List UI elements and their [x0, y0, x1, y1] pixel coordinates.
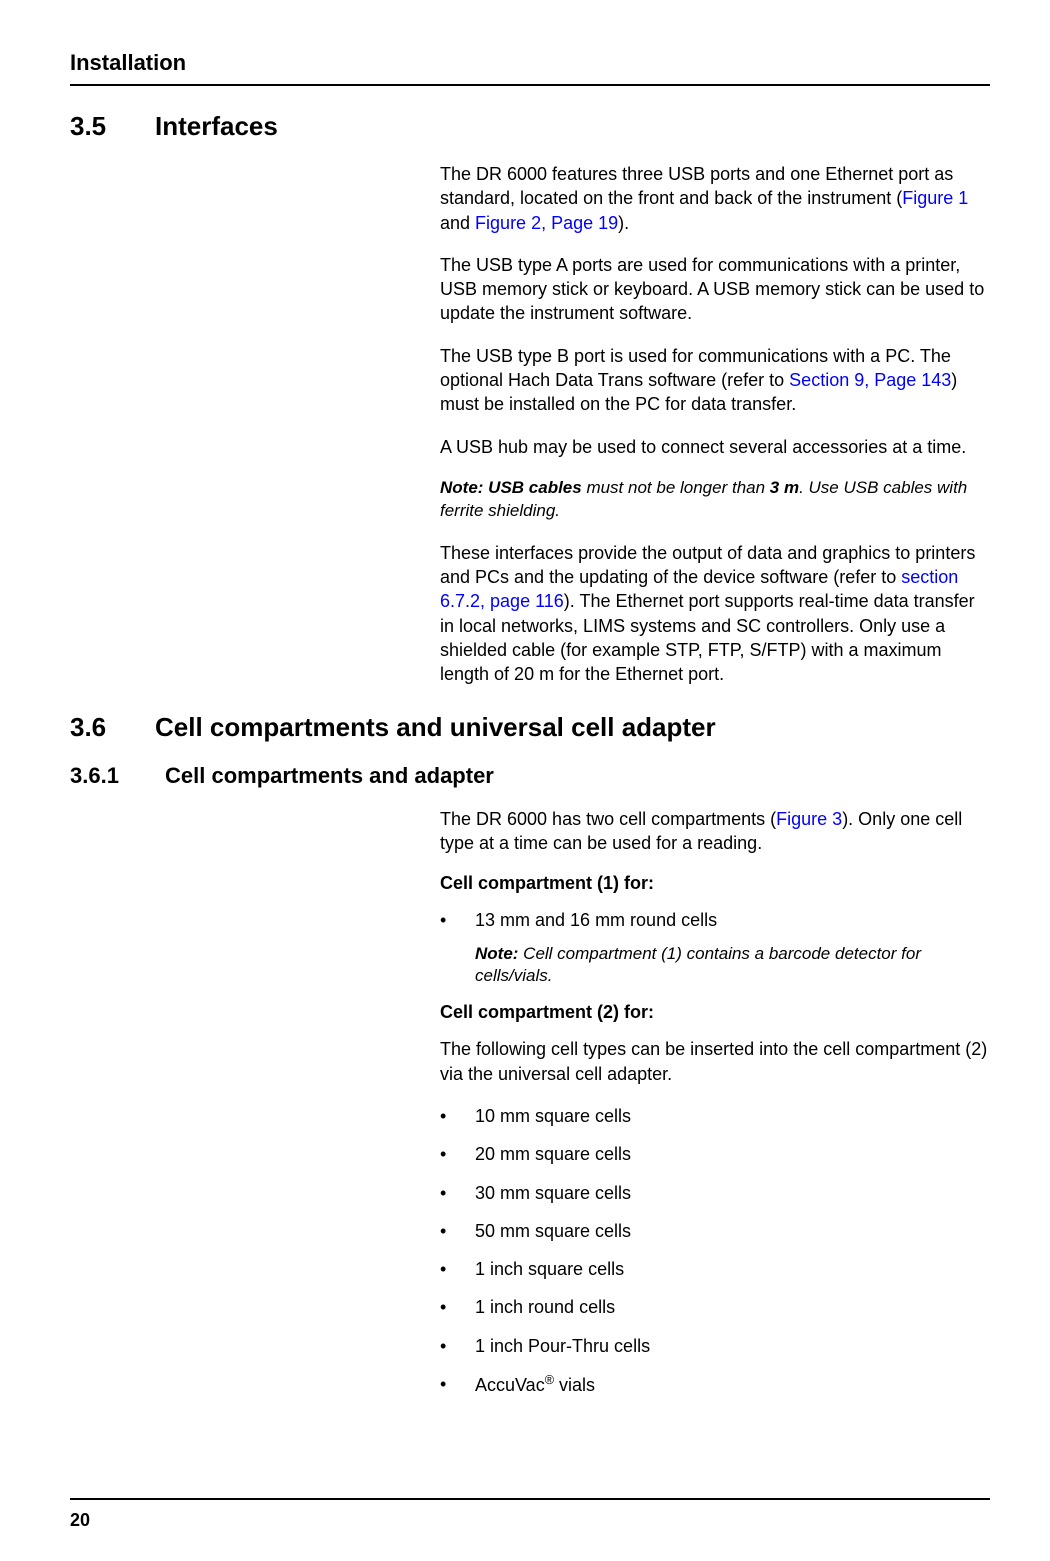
section-number: 3.5 [70, 111, 125, 142]
list-item: 50 mm square cells [440, 1219, 990, 1243]
list-item: 10 mm square cells [440, 1104, 990, 1128]
text: AccuVac [475, 1375, 545, 1395]
list-item: 30 mm square cells [440, 1181, 990, 1205]
page-footer: 20 [70, 1498, 990, 1531]
section-title: Interfaces [155, 111, 278, 142]
list-heading: Cell compartment (2) for: [440, 1002, 990, 1023]
bold-text: USB cables [488, 478, 582, 497]
paragraph: These interfaces provide the output of d… [440, 541, 990, 687]
paragraph: A USB hub may be used to connect several… [440, 435, 990, 459]
list-item: 1 inch round cells [440, 1295, 990, 1319]
text: These interfaces provide the output of d… [440, 543, 975, 587]
section-3-6-heading: 3.6 Cell compartments and universal cell… [70, 712, 990, 743]
text: vials [554, 1375, 595, 1395]
header-rule [70, 84, 990, 86]
text: 13 mm and 16 mm round cells [475, 910, 717, 930]
text: ). [618, 213, 629, 233]
list-item: 1 inch Pour-Thru cells [440, 1334, 990, 1358]
paragraph: The USB type B port is used for communic… [440, 344, 990, 417]
note-label: Note: [440, 478, 488, 497]
text: The DR 6000 has two cell compartments ( [440, 809, 776, 829]
paragraph: The following cell types can be inserted… [440, 1037, 990, 1086]
paragraph: The USB type A ports are used for commun… [440, 253, 990, 326]
bullet-list-2: 10 mm square cells 20 mm square cells 30… [440, 1104, 990, 1397]
section-3-5-heading: 3.5 Interfaces [70, 111, 990, 142]
figure-link[interactable]: Figure 1 [902, 188, 968, 208]
footer-rule [70, 1498, 990, 1500]
page-header: Installation [70, 50, 990, 86]
bullet-list-1: 13 mm and 16 mm round cells Note: Cell c… [440, 908, 990, 988]
list-heading: Cell compartment (1) for: [440, 873, 990, 894]
figure-link[interactable]: Figure 3 [776, 809, 842, 829]
list-item: 20 mm square cells [440, 1142, 990, 1166]
section-3-6-1-heading: 3.6.1 Cell compartments and adapter [70, 763, 990, 789]
list-item: 13 mm and 16 mm round cells Note: Cell c… [440, 908, 990, 988]
note: Note: USB cables must not be longer than… [440, 477, 990, 523]
text: must not be longer than [582, 478, 770, 497]
figure-link[interactable]: Figure 2, Page 19 [475, 213, 618, 233]
section-3-5-content: The DR 6000 features three USB ports and… [440, 162, 990, 687]
list-item: AccuVac® vials [440, 1372, 990, 1397]
subsection-title: Cell compartments and adapter [165, 763, 494, 789]
list-item: 1 inch square cells [440, 1257, 990, 1281]
text: and [440, 213, 475, 233]
section-number: 3.6 [70, 712, 125, 743]
paragraph: The DR 6000 features three USB ports and… [440, 162, 990, 235]
superscript: ® [545, 1373, 554, 1387]
section-title: Cell compartments and universal cell ada… [155, 712, 716, 743]
header-title: Installation [70, 50, 990, 76]
text: The DR 6000 features three USB ports and… [440, 164, 953, 208]
section-link[interactable]: Section 9, Page 143 [789, 370, 951, 390]
paragraph: The DR 6000 has two cell compartments (F… [440, 807, 990, 856]
subsection-number: 3.6.1 [70, 763, 140, 789]
note: Note: Cell compartment (1) contains a ba… [475, 943, 990, 989]
note-label: Note: [475, 944, 518, 963]
section-3-6-1-content: The DR 6000 has two cell compartments (F… [440, 807, 990, 1398]
bold-text: 3 m [770, 478, 799, 497]
page-number: 20 [70, 1510, 990, 1531]
text: Cell compartment (1) contains a barcode … [475, 944, 921, 986]
